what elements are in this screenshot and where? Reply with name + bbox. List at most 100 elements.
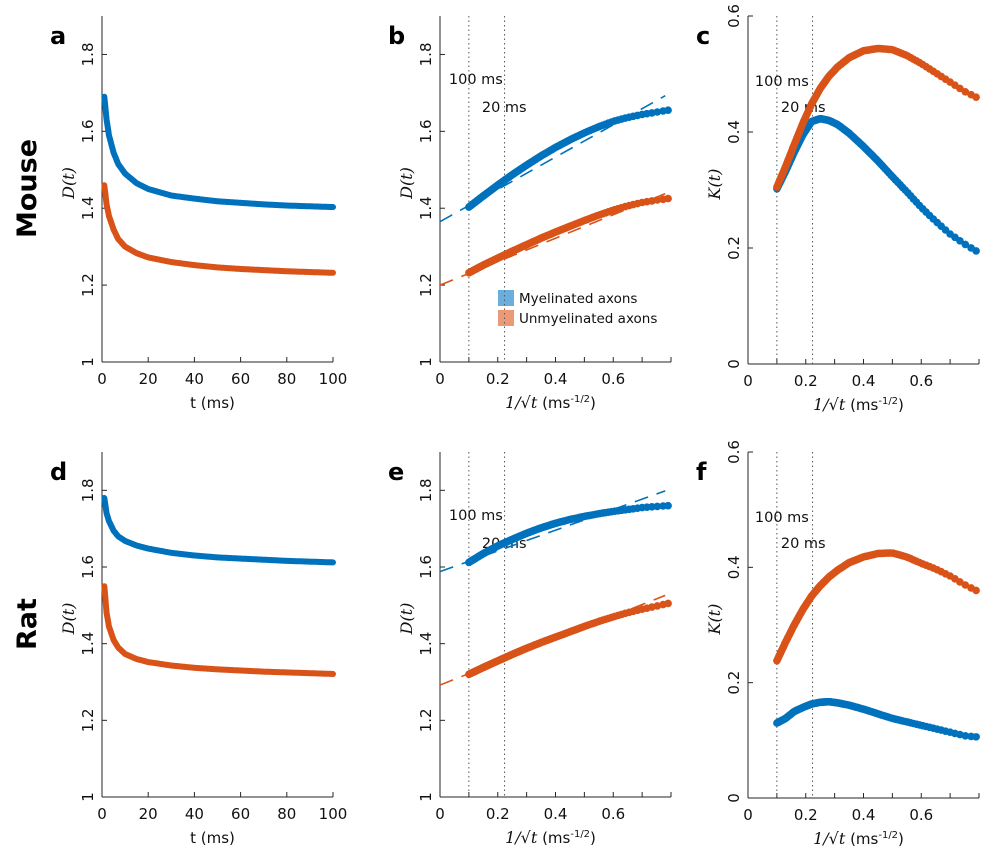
legend-label-myelinated: Myelinated axons: [519, 291, 637, 307]
y-tick-label: 0: [725, 359, 743, 369]
x-tick-label: 0.4: [852, 372, 876, 390]
y-axis-label: K(t): [705, 604, 724, 636]
y-tick-label: 0.4: [725, 120, 743, 144]
annotation-20ms: 20 ms: [482, 100, 527, 116]
x-tick-label: 0.2: [486, 370, 510, 388]
x-axis-label-close: ): [898, 396, 904, 414]
y-tick-label: 0.4: [725, 555, 743, 579]
panel-f: 0 0.2 0.4 0.6 0 0.2 0.4 0.6 1/√t (ms-1/2) K(t) f 10…: [696, 440, 980, 848]
y-tick-label: 1.6: [417, 555, 435, 579]
x-tick-label: 0.4: [544, 370, 568, 388]
row-label-mouse: Mouse: [12, 139, 43, 238]
series-line: [101, 93, 336, 211]
data-point: [972, 93, 980, 101]
y-tick-label: 1.6: [417, 119, 435, 143]
x-tick-label: 0.4: [544, 805, 568, 823]
panel-letter: f: [696, 458, 707, 486]
series-unmyelinated: [773, 44, 980, 191]
fit-line: [439, 490, 666, 573]
data-point: [961, 88, 970, 96]
annotation-20ms: 20 ms: [781, 536, 826, 552]
series-unmyelinated: [101, 182, 336, 276]
x-tick-label: 20: [139, 805, 158, 823]
legend-swatch-myelinated: [498, 290, 514, 306]
data-point: [653, 502, 662, 511]
panel-a: 0 20 40 60 80 100 1 1.2 1.4 1.6 1.8 t (ms) D(t) a: [50, 16, 347, 412]
x-tick-label: 60: [231, 805, 250, 823]
series-line: [101, 583, 336, 677]
data-point: [972, 586, 980, 595]
series-myelinated: [773, 115, 980, 255]
y-tick-label: 0.6: [725, 4, 743, 28]
x-axis-label-unit: (ms: [845, 830, 878, 848]
data-point: [961, 581, 970, 589]
y-tick-label: 0.2: [725, 671, 743, 695]
data-point: [664, 106, 672, 114]
x-tick-label: 0.6: [601, 805, 625, 823]
annotation-100ms: 100 ms: [755, 510, 809, 526]
x-tick-label: 0.4: [852, 806, 876, 824]
x-axis-label-var: t: [531, 393, 538, 412]
data-point: [653, 108, 662, 116]
y-tick-label: 1.4: [417, 196, 435, 220]
x-tick-label: 0: [97, 370, 107, 388]
x-tick-label: 100: [319, 370, 348, 388]
y-tick-label: 1: [417, 357, 435, 367]
panel-letter: b: [388, 22, 405, 50]
x-tick-label: 80: [277, 370, 296, 388]
y-tick-label: 1.4: [417, 632, 435, 656]
x-tick-label: 0: [435, 370, 445, 388]
x-tick-label: 0.2: [794, 372, 818, 390]
x-axis-label: 1/√t (ms-1/2): [505, 393, 596, 412]
data-point: [664, 599, 672, 608]
data-point: [664, 194, 672, 203]
x-axis-label: 1/√t (ms-1/2): [813, 829, 904, 848]
y-tick-label: 0.2: [725, 236, 743, 260]
x-tick-label: 60: [231, 370, 250, 388]
series-myelinated: [439, 95, 672, 223]
panel-c: 0 0.2 0.4 0.6 0 0.2 0.4 0.6 1/√t (ms-1/2) K(t) c 10…: [696, 4, 980, 414]
data-point: [972, 247, 980, 255]
x-axis-label-var: t: [839, 395, 846, 414]
series-myelinated: [101, 495, 336, 566]
y-tick-label: 1.4: [79, 196, 97, 220]
y-axis-label: D(t): [59, 603, 78, 636]
x-axis-label-exp: -1/2: [570, 394, 590, 405]
y-tick-label: 1.2: [417, 273, 435, 297]
series-unmyelinated: [439, 594, 672, 686]
x-tick-label: 100: [319, 805, 348, 823]
data-point: [961, 732, 970, 740]
y-axis-label: D(t): [59, 167, 78, 200]
series-myelinated: [439, 490, 672, 573]
x-axis-label-math: 1/√: [813, 395, 840, 414]
x-tick-label: 0.2: [486, 805, 510, 823]
x-axis-label-exp: -1/2: [878, 830, 898, 841]
x-tick-label: 20: [139, 370, 158, 388]
x-axis-label-unit: (ms: [845, 396, 878, 414]
x-axis-label-close: ): [898, 830, 904, 848]
data-point: [664, 501, 672, 510]
y-tick-label: 1.2: [79, 273, 97, 297]
series-line: [101, 182, 336, 276]
panel-d: 0 20 40 60 80 100 1 1.2 1.4 1.6 1.8 t (ms) D(t) d: [50, 452, 347, 847]
y-tick-label: 0: [725, 793, 743, 803]
data-point: [972, 733, 980, 741]
annotation-100ms: 100 ms: [449, 508, 503, 524]
x-axis-label-exp: -1/2: [878, 396, 898, 407]
x-tick-label: 0: [435, 805, 445, 823]
x-axis-label-unit: (ms: [537, 394, 570, 412]
x-axis-label: 1/√t (ms-1/2): [505, 828, 596, 847]
y-tick-label: 1: [79, 792, 97, 802]
x-axis-label-var: t: [839, 829, 846, 848]
x-axis-label: t (ms): [190, 394, 235, 412]
x-axis-label-close: ): [590, 829, 596, 847]
x-axis-label-exp: -1/2: [570, 829, 590, 840]
series-line: [101, 495, 336, 566]
data-point: [648, 503, 656, 511]
y-axis-label: K(t): [705, 169, 724, 201]
panel-letter: e: [388, 458, 404, 486]
y-tick-label: 1.6: [79, 555, 97, 579]
panel-letter: c: [696, 22, 710, 50]
y-axis-label: D(t): [397, 167, 416, 200]
